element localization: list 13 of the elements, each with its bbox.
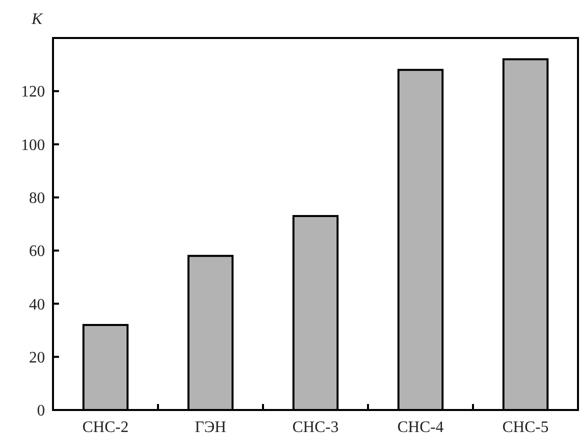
y-tick-label: 0 <box>37 402 45 420</box>
y-axis-title: K <box>30 11 44 28</box>
y-tick-label: 20 <box>29 349 45 366</box>
y-tick-label: 80 <box>29 190 45 208</box>
x-tick-label: СНС-4 <box>397 419 444 436</box>
y-tick-label: 120 <box>21 84 45 101</box>
y-tick-label: 100 <box>21 136 45 154</box>
x-tick-label: ГЭН <box>194 419 227 436</box>
y-tick-label: 60 <box>29 243 45 260</box>
y-tick-label: 40 <box>29 296 45 314</box>
x-tick-label: СНС-2 <box>82 419 129 436</box>
x-tick-label: СНС-3 <box>292 419 339 436</box>
x-tick-label: СНС-5 <box>502 419 549 436</box>
